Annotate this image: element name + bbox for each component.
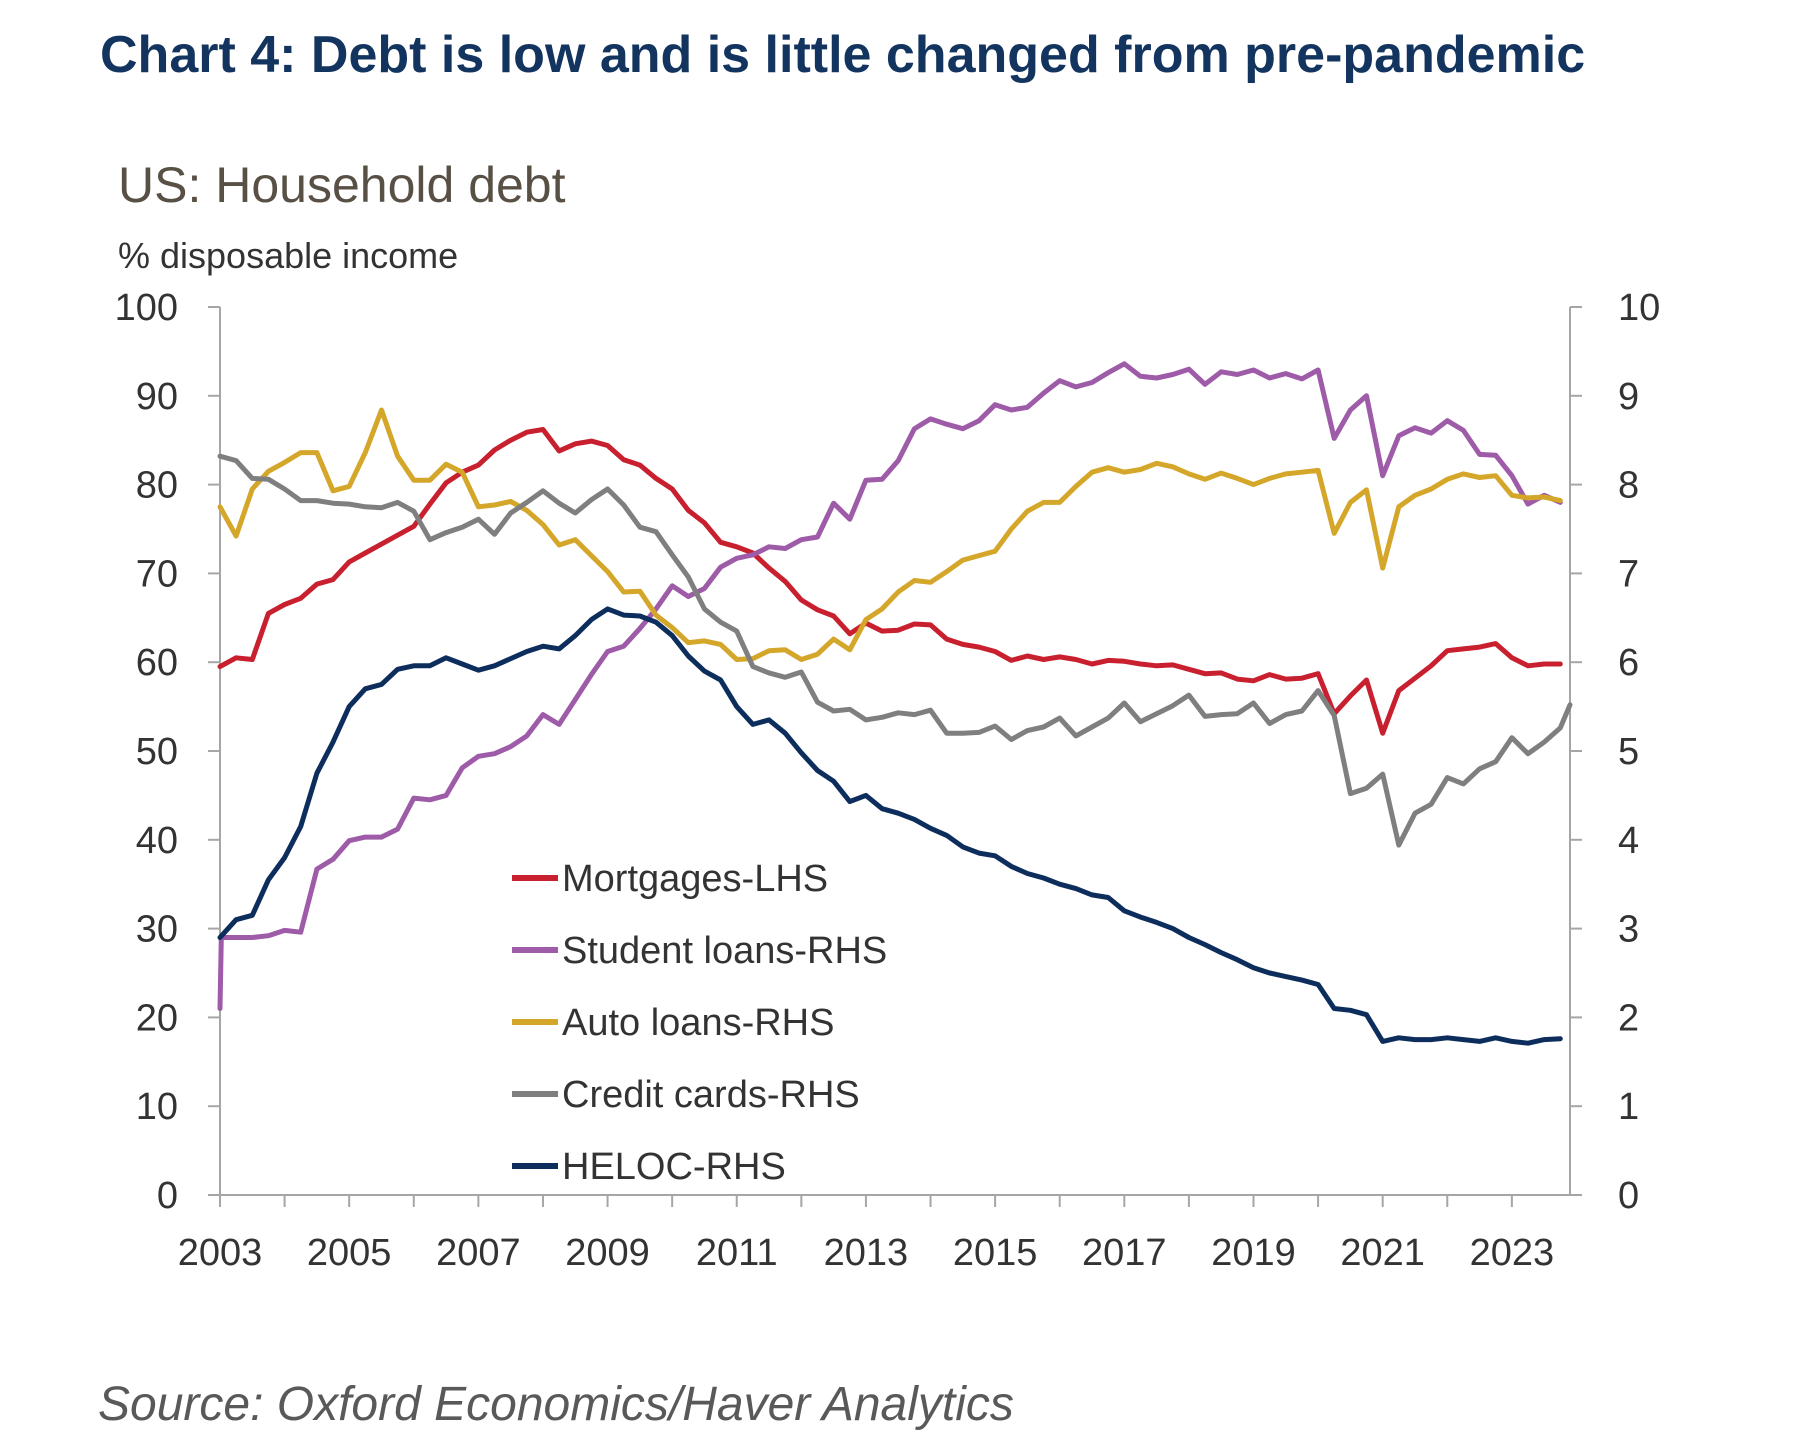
right-tick-label: 3 [1618,909,1639,951]
x-tick-label: 2015 [953,1232,1038,1274]
left-tick-label: 80 [136,465,178,507]
x-tick-label: 2021 [1340,1232,1425,1274]
series-lines [217,361,1573,1046]
legend-label-student-loans-rhs: Student loans-RHS [562,930,887,972]
series-line-heloc-rhs [217,606,1563,1046]
x-tick-label: 2023 [1470,1232,1555,1274]
axes: 0 10 20 30 40 50 60 70 80 90 100 0 1 2 3 4 5 6 7 8 9 10 2003 20… [115,287,1661,1274]
chart-title: Chart 4: Debt is low and is little chang… [100,26,1585,84]
left-tick-label: 40 [136,820,178,862]
x-tick-label: 2009 [565,1232,650,1274]
x-tick-label: 2019 [1211,1232,1296,1274]
x-tick-label: 2017 [1082,1232,1167,1274]
right-tick-label: 1 [1618,1086,1639,1128]
right-tick-label: 9 [1618,376,1639,418]
series-line-credit-cards-rhs [217,453,1573,848]
legend-label-auto-loans-rhs: Auto loans-RHS [562,1002,834,1044]
source-note: Source: Oxford Economics/Haver Analytics [98,1378,1014,1431]
legend-label-mortgages-lhs: Mortgages-LHS [562,858,828,900]
right-tick-label: 4 [1618,820,1639,862]
x-tick-label: 2007 [436,1232,521,1274]
left-tick-label: 70 [136,553,178,595]
right-tick-label: 0 [1618,1175,1639,1217]
x-tick-label: 2011 [696,1232,778,1274]
left-tick-label: 0 [157,1175,178,1217]
legend-label-heloc-rhs: HELOC-RHS [562,1146,786,1188]
right-tick-label: 2 [1618,997,1639,1039]
left-tick-label: 50 [136,731,178,773]
x-tick-label: 2005 [307,1232,392,1274]
right-tick-label: 8 [1618,465,1639,507]
series-line-auto-loans-rhs [217,407,1563,662]
y-axis-label: % disposable income [118,235,458,276]
x-tick-label: 2003 [178,1232,263,1274]
right-tick-label: 6 [1618,642,1639,684]
right-tick-label: 5 [1618,731,1639,773]
left-tick-label: 60 [136,642,178,684]
series-line-student-loans-rhs [217,361,1563,1011]
chart-subtitle: US: Household debt [118,157,566,213]
series-line-mortgages-lhs [217,427,1563,736]
right-tick-label: 10 [1618,287,1660,329]
left-tick-label: 30 [136,909,178,951]
left-tick-label: 20 [136,997,178,1039]
legend-label-credit-cards-rhs: Credit cards-RHS [562,1074,860,1116]
left-tick-label: 100 [115,287,178,329]
legend: Mortgages-LHS Student loans-RHS Auto loans… [512,858,887,1188]
right-tick-label: 7 [1618,553,1639,595]
left-tick-label: 10 [136,1086,178,1128]
x-tick-label: 2013 [824,1232,909,1274]
left-tick-label: 90 [136,376,178,418]
